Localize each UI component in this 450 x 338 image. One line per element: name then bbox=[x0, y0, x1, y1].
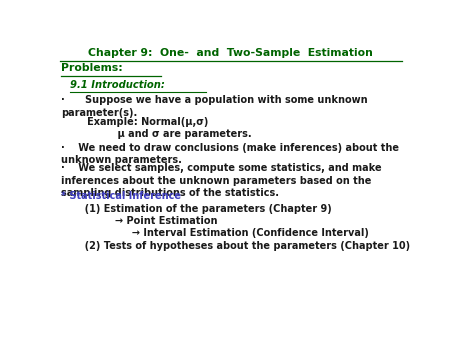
Text: Example: Normal(μ,σ): Example: Normal(μ,σ) bbox=[77, 117, 208, 127]
Text: ·    We select samples, compute some statistics, and make
inferences about the u: · We select samples, compute some statis… bbox=[62, 163, 382, 198]
Text: * Statistical Inference: * Statistical Inference bbox=[62, 191, 181, 201]
Text: → Interval Estimation (Confidence Interval): → Interval Estimation (Confidence Interv… bbox=[62, 228, 369, 239]
Text: μ and σ are parameters.: μ and σ are parameters. bbox=[77, 129, 252, 139]
Text: ·      Suppose we have a population with some unknown
parameter(s).: · Suppose we have a population with some… bbox=[62, 95, 368, 118]
Text: 9.1 Introduction:: 9.1 Introduction: bbox=[70, 80, 165, 90]
Text: (1) Estimation of the parameters (Chapter 9): (1) Estimation of the parameters (Chapte… bbox=[62, 204, 332, 214]
Text: (2) Tests of hypotheses about the parameters (Chapter 10): (2) Tests of hypotheses about the parame… bbox=[62, 241, 410, 251]
Text: Chapter 9:  One-  and  Two-Sample  Estimation: Chapter 9: One- and Two-Sample Estimatio… bbox=[88, 48, 373, 58]
Text: Problems:: Problems: bbox=[62, 63, 123, 73]
Text: → Point Estimation: → Point Estimation bbox=[62, 216, 218, 226]
Text: ·    We need to draw conclusions (make inferences) about the
unknown parameters.: · We need to draw conclusions (make infe… bbox=[62, 143, 400, 165]
